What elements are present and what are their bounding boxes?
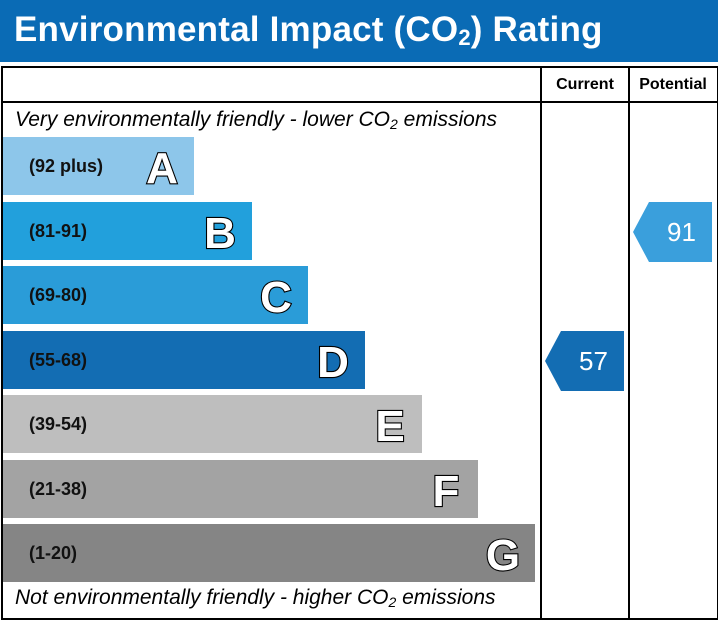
title-text: Environmental Impact (CO <box>14 10 459 49</box>
band-letter: C <box>259 272 293 323</box>
caption-top: Very environmentally friendly - lower CO… <box>15 108 497 132</box>
caption-top-text-end: emissions <box>397 108 498 131</box>
caption-top-text: Very environmentally friendly - lower CO <box>15 108 391 131</box>
caption-bottom-subscript: 2 <box>388 594 397 610</box>
caption-bottom-text-end: emissions <box>396 586 496 609</box>
band-a: (92 plus) A <box>3 137 194 195</box>
column-divider-potential <box>628 66 630 618</box>
caption-top-subscript: 2 <box>390 116 398 132</box>
rating-arrow-shape <box>633 202 712 262</box>
band-letter-text: A <box>146 144 178 193</box>
band-d: (55-68) D <box>3 331 365 389</box>
band-letter-text: G <box>486 531 520 580</box>
potential-rating-arrow: 91 <box>633 202 712 262</box>
band-range-label: (81-91) <box>29 221 88 241</box>
rating-arrow-shape <box>545 331 624 391</box>
band-letter: D <box>316 337 350 388</box>
band-e: (39-54) E <box>3 395 422 453</box>
band-letter: E <box>374 401 406 452</box>
band-range-label: (92 plus) <box>29 156 104 176</box>
band-range-label: (55-68) <box>29 350 88 370</box>
rating-header: Environmental Impact (CO2) Rating <box>0 0 718 62</box>
band-f: (21-38) F <box>3 460 478 518</box>
band-range-label: (1-20) <box>29 543 78 563</box>
current-rating-arrow: 57 <box>545 331 624 391</box>
header-divider <box>1 101 717 103</box>
band-range-label: (39-54) <box>29 414 88 434</box>
rating-arrow-value: 91 <box>667 217 696 247</box>
band-letter: B <box>203 208 237 259</box>
title-text-end: ) Rating <box>470 10 603 49</box>
band-letter-text: B <box>204 209 236 258</box>
title-subscript: 2 <box>458 25 471 50</box>
band-letter-text: F <box>433 467 460 516</box>
rating-arrow-value: 57 <box>579 346 608 376</box>
band-letter: A <box>145 143 179 194</box>
band-range-label: (21-38) <box>29 479 88 499</box>
band-range-label: (69-80) <box>29 285 88 305</box>
column-divider-current <box>540 66 542 618</box>
column-header-current: Current <box>556 76 614 93</box>
band-letter: G <box>485 530 521 581</box>
band-letter-text: E <box>375 402 404 451</box>
caption-bottom-text: Not environmentally friendly - higher CO <box>15 586 389 609</box>
band-letter: F <box>431 466 460 517</box>
column-header-potential: Potential <box>639 76 707 93</box>
band-b: (81-91) B <box>3 202 252 260</box>
band-c: (69-80) C <box>3 266 308 324</box>
page-title: Environmental Impact (CO2) Rating <box>14 10 603 50</box>
caption-bottom: Not environmentally friendly - higher CO… <box>15 586 496 610</box>
band-letter-text: C <box>260 273 292 322</box>
band-letter-text: D <box>317 338 349 387</box>
band-g: (1-20) G <box>3 524 535 582</box>
